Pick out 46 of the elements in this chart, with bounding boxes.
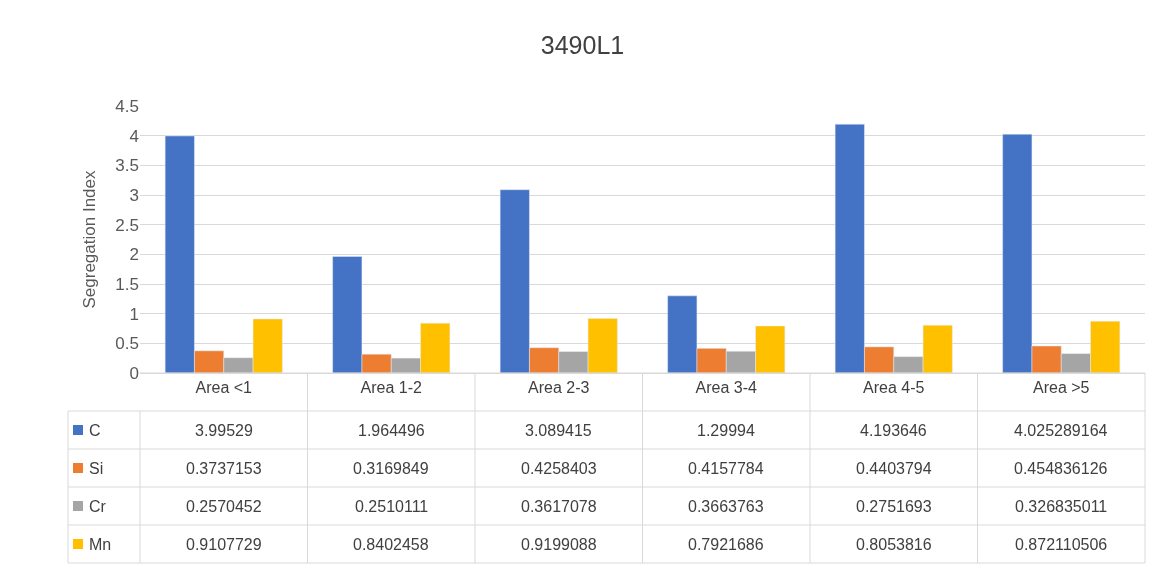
data-label: 0.454836126: [1014, 460, 1108, 477]
y-tick-label: 4: [129, 126, 139, 146]
data-label: 0.872110506: [1015, 536, 1108, 553]
legend-label: Cr: [89, 498, 107, 515]
y-axis-title: Segregation Index: [79, 170, 99, 309]
data-label: 0.8402458: [353, 536, 429, 553]
y-tick-label: 4.5: [115, 96, 139, 116]
data-label: 0.3737153: [186, 460, 262, 477]
y-tick-label: 0: [129, 363, 139, 383]
legend-label: Mn: [89, 536, 112, 553]
x-tick-label: Area 4-5: [863, 379, 925, 397]
data-label: 0.2751693: [856, 498, 932, 515]
y-tick-label: 1.5: [115, 274, 139, 294]
data-label: 0.3169849: [353, 460, 429, 477]
x-tick-label: Area <1: [195, 379, 253, 397]
y-tick-label: 3.5: [115, 156, 139, 176]
data-label: 3.99529: [195, 422, 253, 439]
x-tick-label: Area 1-2: [360, 379, 423, 397]
y-tick-label: 2.5: [115, 215, 139, 235]
y-tick-label: 1: [129, 304, 139, 324]
data-label: 0.7921686: [688, 536, 764, 553]
data-label: 0.2570452: [186, 498, 262, 515]
x-tick-label: Area 3-4: [695, 379, 758, 397]
data-label: 4.025289164: [1014, 422, 1108, 439]
data-label: 1.29994: [697, 422, 755, 439]
legend-label: Si: [89, 460, 104, 477]
legend-label: C: [89, 422, 101, 439]
data-label: 0.4157784: [688, 460, 764, 477]
y-tick-label: 3: [129, 185, 139, 205]
data-label: 1.964496: [358, 422, 425, 439]
y-tick-label: 2: [129, 245, 139, 265]
data-label: 0.3617078: [521, 498, 597, 515]
x-tick-label: Area 2-3: [528, 379, 590, 397]
data-label: 0.326835011: [1015, 498, 1108, 515]
chart-title: 3490L1: [540, 31, 625, 60]
data-label: 3.089415: [525, 422, 592, 439]
data-label: 0.4403794: [856, 460, 932, 477]
data-label: 4.193646: [860, 422, 927, 439]
data-label: 0.3663763: [688, 498, 764, 515]
data-label: 0.4258403: [521, 460, 597, 477]
data-label: 0.9107729: [186, 536, 262, 553]
y-tick-label: 0.5: [115, 334, 139, 354]
data-label: 0.2510111: [355, 498, 429, 515]
data-label: 0.9199088: [521, 536, 597, 553]
x-tick-label: Area >5: [1033, 379, 1090, 397]
data-label: 0.8053816: [856, 536, 932, 553]
